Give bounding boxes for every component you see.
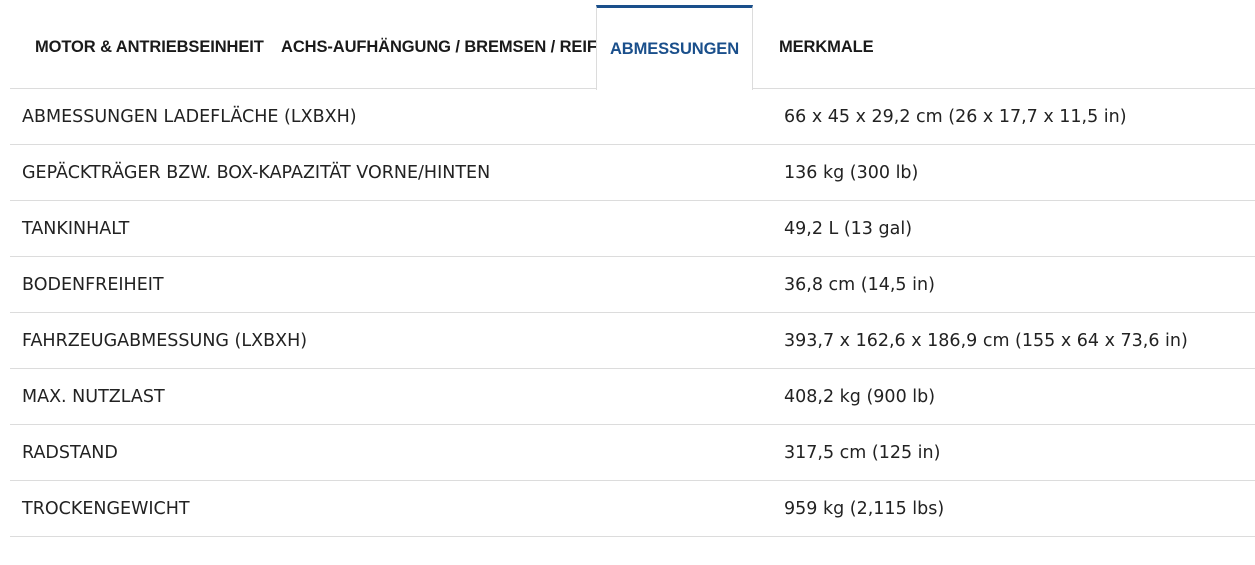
spec-label: MAX. NUTZLAST bbox=[22, 386, 165, 407]
table-row: BODENFREIHEIT 36,8 cm (14,5 in) bbox=[10, 257, 1255, 313]
spec-label: TANKINHALT bbox=[22, 218, 130, 239]
table-row: GEPÄCKTRÄGER BZW. BOX-KAPAZITÄT VORNE/HI… bbox=[10, 145, 1255, 201]
spec-value: 393,7 x 162,6 x 186,9 cm (155 x 64 x 73,… bbox=[784, 330, 1188, 351]
table-row: FAHRZEUGABMESSUNG (LXBXH) 393,7 x 162,6 … bbox=[10, 313, 1255, 369]
tab-achs-aufhaengung-bremsen-reifen[interactable]: ACHS-AUFHÄNGUNG / BREMSEN / REIFEN bbox=[281, 37, 620, 56]
table-row: ABMESSUNGEN LADEFLÄCHE (LXBXH) 66 x 45 x… bbox=[10, 89, 1255, 145]
spec-label: FAHRZEUGABMESSUNG (LXBXH) bbox=[22, 330, 308, 351]
tab-motor-antriebseinheit[interactable]: MOTOR & ANTRIEBSEINHEIT bbox=[35, 37, 264, 56]
table-row: TANKINHALT 49,2 L (13 gal) bbox=[10, 201, 1255, 257]
table-row: RADSTAND 317,5 cm (125 in) bbox=[10, 425, 1255, 481]
spec-value: 959 kg (2,115 lbs) bbox=[784, 498, 945, 519]
table-row: TROCKENGEWICHT 959 kg (2,115 lbs) bbox=[10, 481, 1255, 537]
spec-label: RADSTAND bbox=[22, 442, 118, 463]
spec-label: BODENFREIHEIT bbox=[22, 274, 164, 295]
spec-value: 36,8 cm (14,5 in) bbox=[784, 274, 935, 295]
tab-merkmale[interactable]: MERKMALE bbox=[779, 37, 874, 56]
spec-value: 408,2 kg (900 lb) bbox=[784, 386, 936, 407]
spec-value: 49,2 L (13 gal) bbox=[784, 218, 913, 239]
tab-abmessungen[interactable]: ABMESSUNGEN bbox=[596, 5, 753, 90]
spec-label: ABMESSUNGEN LADEFLÄCHE (LXBXH) bbox=[22, 106, 357, 127]
spec-tabs: MOTOR & ANTRIEBSEINHEIT ACHS-AUFHÄNGUNG … bbox=[10, 5, 1255, 90]
table-row: MAX. NUTZLAST 408,2 kg (900 lb) bbox=[10, 369, 1255, 425]
spec-table: ABMESSUNGEN LADEFLÄCHE (LXBXH) 66 x 45 x… bbox=[10, 89, 1255, 537]
spec-value: 136 kg (300 lb) bbox=[784, 162, 919, 183]
spec-label: GEPÄCKTRÄGER BZW. BOX-KAPAZITÄT VORNE/HI… bbox=[22, 162, 491, 183]
spec-value: 66 x 45 x 29,2 cm (26 x 17,7 x 11,5 in) bbox=[784, 106, 1127, 127]
spec-label: TROCKENGEWICHT bbox=[22, 498, 190, 519]
spec-value: 317,5 cm (125 in) bbox=[784, 442, 941, 463]
